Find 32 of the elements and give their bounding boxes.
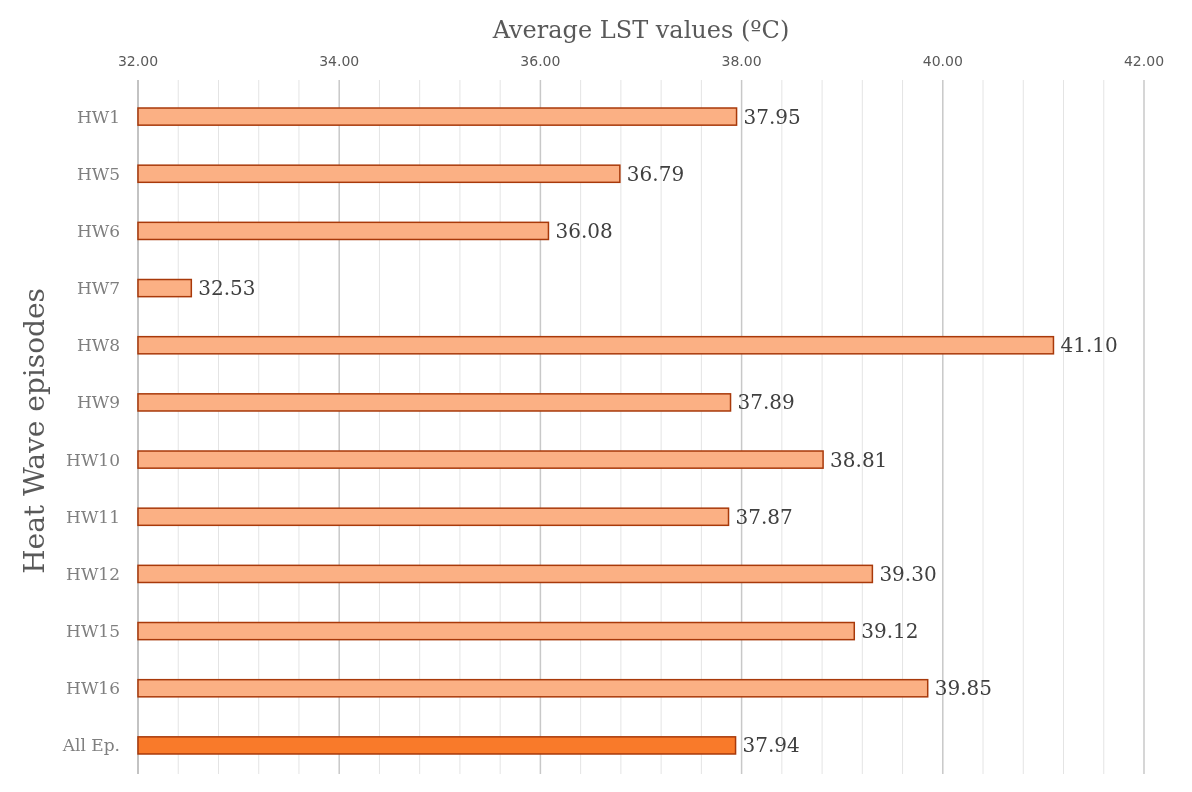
y-tick-label: HW16: [66, 678, 120, 699]
data-label: 36.79: [626, 161, 685, 186]
y-tick-label: HW5: [76, 163, 120, 184]
y-tick-label: HW1: [76, 106, 120, 127]
data-label: 37.87: [735, 504, 793, 529]
y-tick-label: HW11: [66, 506, 120, 527]
y-tick-label: HW10: [66, 449, 120, 470]
data-label: 39.85: [934, 676, 992, 701]
data-label: 41.10: [1060, 333, 1118, 358]
x-tick-label: 34.00: [319, 53, 360, 69]
data-label: 37.89: [737, 390, 795, 415]
y-axis-title: Heat Wave episodes: [18, 288, 51, 574]
data-label: 39.12: [861, 619, 919, 644]
data-label: 37.94: [742, 733, 800, 758]
x-tick-label: 40.00: [922, 53, 963, 69]
data-label: 39.30: [879, 561, 937, 586]
x-tick-label: 38.00: [721, 53, 762, 69]
y-tick-label: HW8: [76, 335, 120, 356]
y-tick-label: HW7: [76, 278, 120, 299]
x-tick-label: 36.00: [520, 53, 561, 69]
y-tick-label: HW15: [66, 621, 120, 642]
data-label: 37.95: [743, 104, 801, 129]
y-tick-label: HW9: [76, 392, 120, 413]
y-tick-label: HW6: [76, 220, 120, 241]
data-label: 32.53: [198, 276, 256, 301]
y-tick-label: HW12: [66, 563, 120, 584]
data-label: 36.08: [555, 218, 613, 243]
y-tick-label: All Ep.: [61, 735, 120, 756]
x-axis-title: Average LST values (ºC): [491, 16, 790, 44]
x-tick-label: 42.00: [1123, 53, 1165, 69]
x-tick-label: 32.00: [117, 53, 159, 69]
data-label: 38.81: [830, 447, 888, 472]
